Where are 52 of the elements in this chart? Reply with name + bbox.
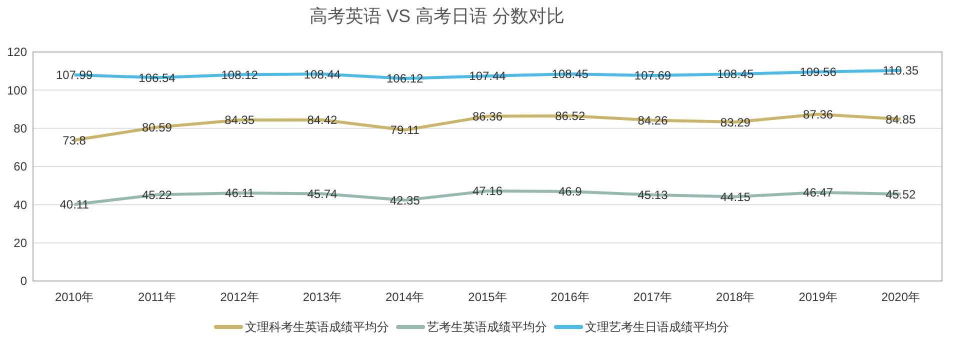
data-label: 84.85 bbox=[886, 112, 916, 126]
data-label: 40.11 bbox=[60, 198, 90, 212]
data-label: 87.36 bbox=[803, 107, 834, 122]
data-label: 46.47 bbox=[803, 186, 834, 200]
legend-label: 文理科考生英语成绩平均分 bbox=[245, 320, 389, 334]
data-label: 80.59 bbox=[142, 120, 172, 134]
x-tick-label: 2018年 bbox=[716, 290, 755, 304]
x-tick-label: 2019年 bbox=[798, 290, 838, 304]
data-label: 108.44 bbox=[304, 67, 341, 82]
data-label: 106.12 bbox=[386, 72, 424, 86]
data-label: 42.35 bbox=[390, 193, 420, 208]
data-label: 45.22 bbox=[142, 188, 172, 202]
y-tick-label: 60 bbox=[14, 160, 28, 174]
y-tick-label: 0 bbox=[20, 274, 28, 288]
x-tick-label: 2012年 bbox=[220, 290, 259, 304]
x-tick-label: 2017年 bbox=[633, 290, 672, 304]
data-label: 107.44 bbox=[469, 69, 506, 84]
data-label: 46.9 bbox=[558, 184, 582, 199]
y-tick-label: 80 bbox=[14, 122, 28, 136]
x-tick-label: 2011年 bbox=[138, 290, 176, 304]
y-tick-label: 40 bbox=[14, 198, 28, 212]
y-tick-label: 20 bbox=[14, 236, 28, 250]
data-label: 83.29 bbox=[720, 115, 751, 130]
data-label: 86.52 bbox=[555, 109, 586, 124]
data-label: 45.52 bbox=[886, 187, 916, 202]
data-label: 73.8 bbox=[62, 133, 86, 148]
data-label: 45.74 bbox=[307, 186, 338, 201]
data-label: 108.45 bbox=[552, 67, 589, 82]
x-tick-label: 2016年 bbox=[550, 290, 590, 304]
data-label: 107.69 bbox=[634, 68, 672, 83]
y-tick-label: 100 bbox=[6, 83, 28, 98]
legend-label: 艺考生英语成绩平均分 bbox=[427, 320, 547, 334]
data-label: 45.13 bbox=[638, 188, 668, 202]
y-tick-label: 120 bbox=[6, 45, 28, 60]
data-label: 109.56 bbox=[800, 65, 837, 80]
data-label: 47.16 bbox=[472, 184, 503, 198]
data-label: 46.11 bbox=[225, 186, 254, 200]
data-label: 110.35 bbox=[882, 64, 919, 78]
data-label: 44.15 bbox=[720, 190, 751, 204]
x-tick-label: 2013年 bbox=[302, 290, 342, 304]
x-tick-label: 2014年 bbox=[386, 290, 424, 304]
chart-title: 高考英语 VS 高考日语 分数对比 bbox=[309, 6, 565, 26]
x-tick-label: 2015年 bbox=[468, 290, 507, 304]
legend-label: 文理艺考生日语成绩平均分 bbox=[585, 320, 729, 334]
data-label: 107.99 bbox=[56, 68, 93, 82]
data-label: 84.42 bbox=[307, 113, 338, 128]
data-label: 108.45 bbox=[717, 67, 754, 82]
x-tick-label: 2010年 bbox=[54, 290, 94, 304]
data-label: 84.35 bbox=[224, 113, 255, 128]
data-label: 86.36 bbox=[472, 109, 503, 124]
data-label: 84.26 bbox=[638, 113, 668, 128]
x-tick-label: 2020年 bbox=[881, 290, 920, 304]
